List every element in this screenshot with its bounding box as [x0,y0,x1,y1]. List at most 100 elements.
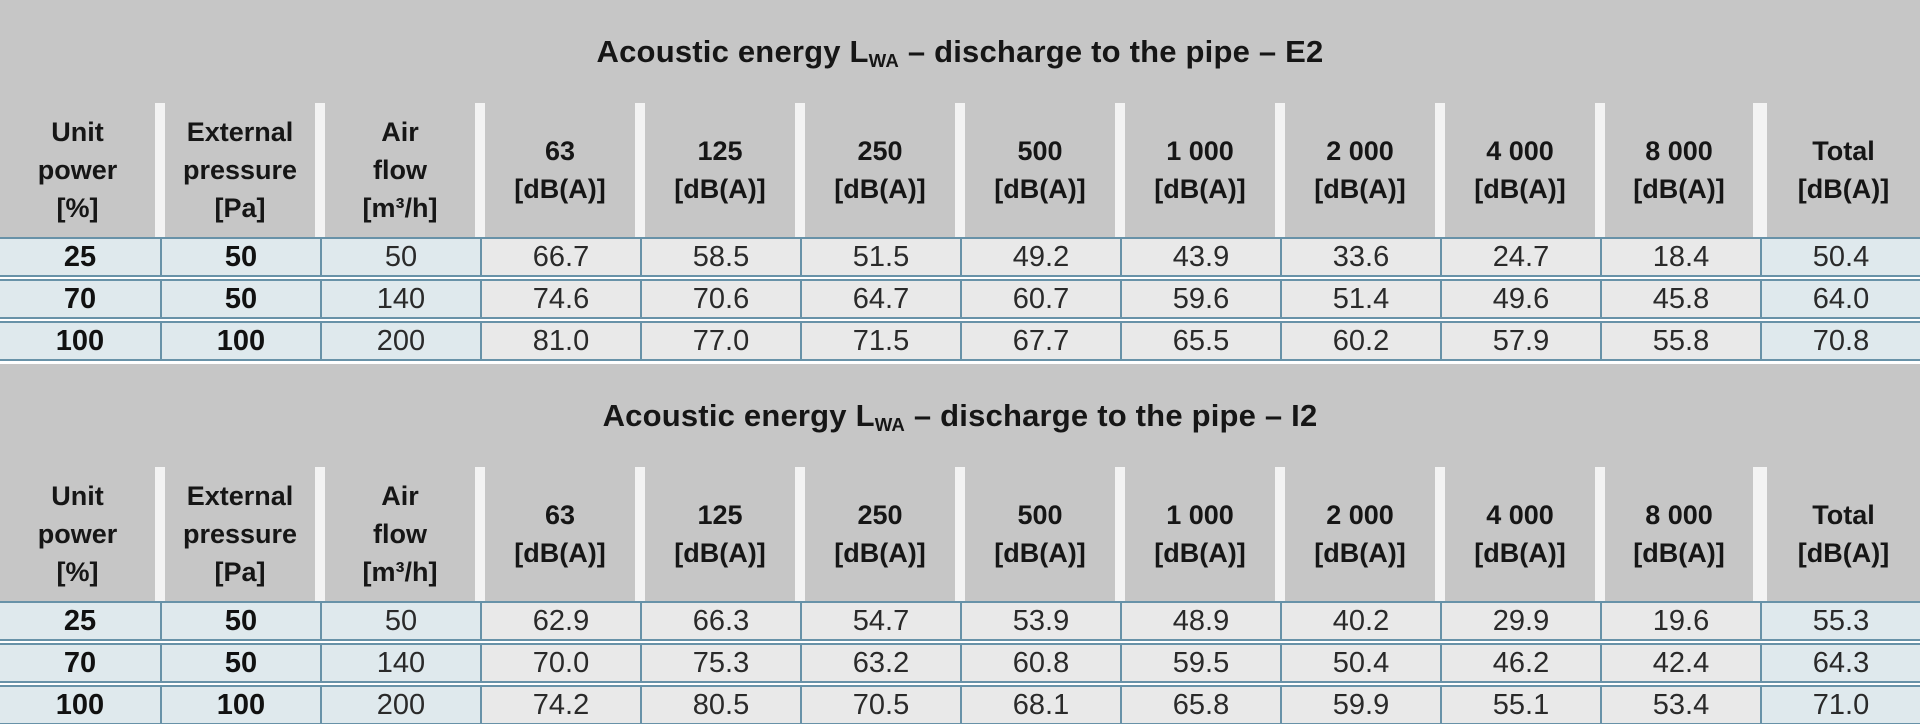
cell-500: 68.1 [960,687,1120,723]
header-line: flow [373,155,427,185]
cell-air-flow: 140 [320,645,480,681]
header-line: [dB(A)] [1314,174,1406,204]
table-row: 25 50 50 62.9 66.3 54.7 53.9 48.9 40.2 2… [0,601,1920,641]
column-header-1000: 1 000 [dB(A)] [1125,103,1275,237]
header-line: pressure [182,519,298,549]
cell-63: 81.0 [480,323,640,359]
header-line: 2 000 [1326,500,1394,530]
cell-1000: 59.5 [1120,645,1280,681]
table-i2-header-row: Unit power [%] External pressure [Pa] Ai… [0,467,1920,601]
cell-1000: 65.5 [1120,323,1280,359]
cell-125: 70.6 [640,281,800,317]
header-line: [dB(A)] [834,538,926,568]
table-e2-title: Acoustic energy LWA – discharge to the p… [597,33,1324,71]
header-line: [dB(A)] [834,174,926,204]
cell-250: 70.5 [800,687,960,723]
column-header-unit-power: Unit power [%] [0,103,155,237]
cell-125: 80.5 [640,687,800,723]
cell-external-pressure: 50 [160,281,320,317]
header-line: [dB(A)] [514,174,606,204]
header-line: 250 [857,136,903,166]
header-line: [dB(A)] [1154,174,1246,204]
column-header-125: 125 [dB(A)] [645,467,795,601]
header-line: [dB(A)] [1633,538,1725,568]
cell-total: 64.3 [1760,645,1920,681]
column-header-8000: 8 000 [dB(A)] [1605,467,1753,601]
header-line: Total [1812,136,1875,166]
column-header-500: 500 [dB(A)] [965,467,1115,601]
column-header-total: Total [dB(A)] [1767,467,1920,601]
cell-63: 66.7 [480,239,640,275]
cell-125: 58.5 [640,239,800,275]
cell-8000: 19.6 [1600,603,1760,639]
header-line: [dB(A)] [674,538,766,568]
cell-4000: 55.1 [1440,687,1600,723]
header-line: [Pa] [214,193,266,223]
header-line: Air [381,481,419,511]
header-line: [dB(A)] [514,538,606,568]
cell-63: 74.2 [480,687,640,723]
cell-unit-power: 70 [0,281,160,317]
header-line: [dB(A)] [994,174,1086,204]
cell-unit-power: 25 [0,239,160,275]
header-line: 500 [1017,136,1063,166]
header-line: 4 000 [1486,500,1554,530]
cell-63: 70.0 [480,645,640,681]
header-line: [%] [56,557,99,587]
cell-500: 49.2 [960,239,1120,275]
column-header-2000: 2 000 [dB(A)] [1285,467,1435,601]
cell-total: 50.4 [1760,239,1920,275]
cell-2000: 51.4 [1280,281,1440,317]
header-line: 1 000 [1166,136,1234,166]
header-line: [dB(A)] [994,538,1086,568]
header-line: 63 [544,500,576,530]
header-line: [Pa] [214,557,266,587]
header-line: 8 000 [1645,500,1713,530]
header-line: External [186,481,294,511]
cell-unit-power: 70 [0,645,160,681]
cell-8000: 53.4 [1600,687,1760,723]
cell-external-pressure: 50 [160,603,320,639]
title-suffix: – discharge to the pipe – I2 [905,397,1318,433]
cell-4000: 46.2 [1440,645,1600,681]
cell-total: 71.0 [1760,687,1920,723]
header-line: Unit [51,481,104,511]
table-row: 25 50 50 66.7 58.5 51.5 49.2 43.9 33.6 2… [0,237,1920,277]
cell-4000: 57.9 [1440,323,1600,359]
table-divider [0,361,1920,364]
header-line: 63 [544,136,576,166]
cell-250: 63.2 [800,645,960,681]
column-header-1000: 1 000 [dB(A)] [1125,467,1275,601]
cell-total: 64.0 [1760,281,1920,317]
table-e2-title-band: Acoustic energy LWA – discharge to the p… [0,0,1920,103]
header-line: power [37,519,118,549]
cell-125: 77.0 [640,323,800,359]
header-line: [%] [56,193,99,223]
header-line: [dB(A)] [1797,174,1890,204]
title-suffix: – discharge to the pipe – E2 [899,33,1324,69]
column-header-total: Total [dB(A)] [1767,103,1920,237]
cell-external-pressure: 100 [160,323,320,359]
column-header-4000: 4 000 [dB(A)] [1445,103,1595,237]
table-row: 100 100 200 81.0 77.0 71.5 67.7 65.5 60.… [0,321,1920,361]
cell-500: 53.9 [960,603,1120,639]
column-header-4000: 4 000 [dB(A)] [1445,467,1595,601]
cell-125: 75.3 [640,645,800,681]
header-line: flow [373,519,427,549]
header-line: Air [381,117,419,147]
cell-1000: 48.9 [1120,603,1280,639]
cell-63: 74.6 [480,281,640,317]
cell-2000: 59.9 [1280,687,1440,723]
header-line: 125 [697,136,743,166]
header-line: [m³/h] [362,557,438,587]
header-line: Unit [51,117,104,147]
header-line: 250 [857,500,903,530]
table-e2-body: 25 50 50 66.7 58.5 51.5 49.2 43.9 33.6 2… [0,237,1920,361]
cell-1000: 59.6 [1120,281,1280,317]
header-line: pressure [182,155,298,185]
cell-total: 55.3 [1760,603,1920,639]
cell-8000: 55.8 [1600,323,1760,359]
header-line: 2 000 [1326,136,1394,166]
cell-air-flow: 200 [320,323,480,359]
